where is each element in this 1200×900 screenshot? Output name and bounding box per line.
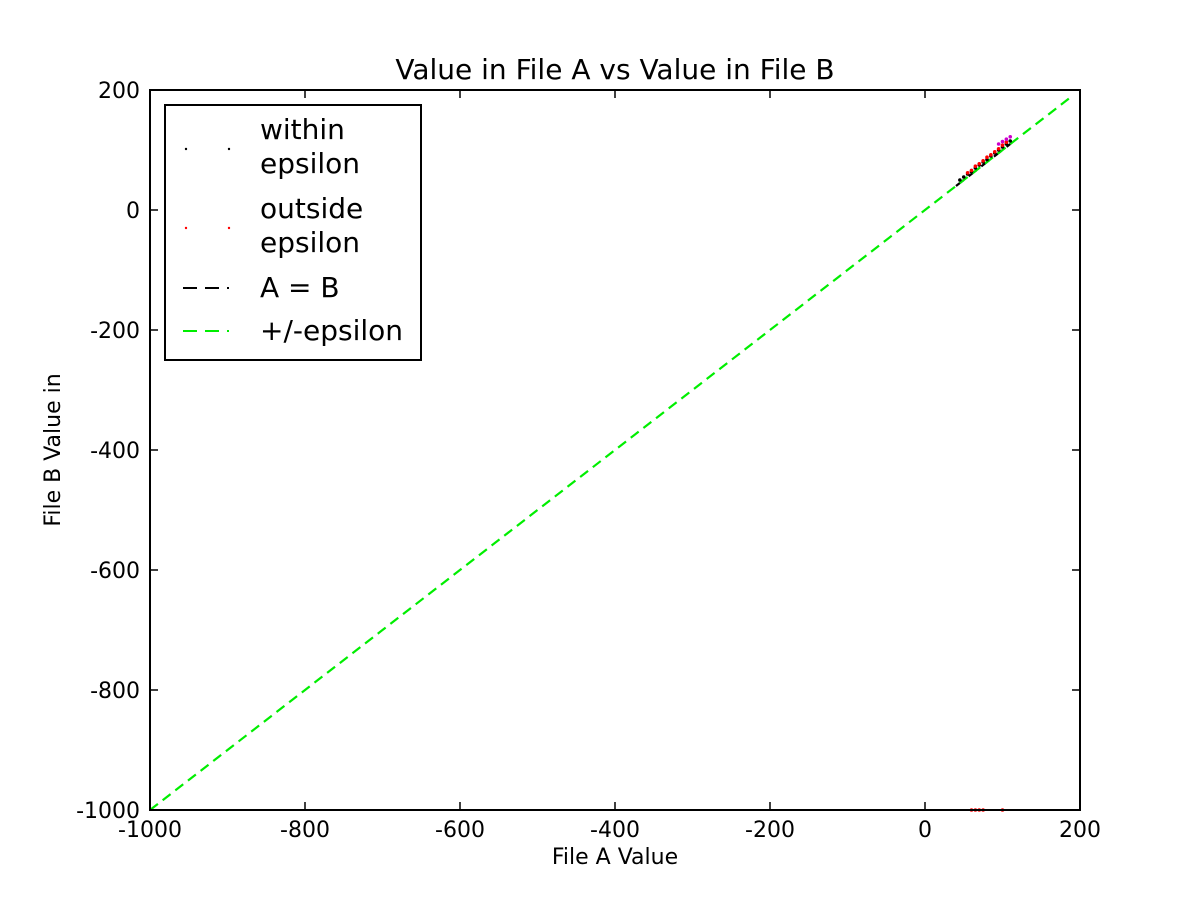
data-point-within-13 xyxy=(1008,139,1013,143)
y-axis-label: File B Value in xyxy=(41,373,66,526)
legend-label-outside-line1: outside xyxy=(260,192,363,225)
legend-marker-within-2 xyxy=(227,147,231,151)
x-tick-label-5: 0 xyxy=(918,818,932,843)
y-tick-label-4: -200 xyxy=(90,319,140,344)
x-axis-label: File A Value xyxy=(552,845,678,870)
legend-marker-within-1 xyxy=(184,147,188,151)
data-point-outside-9 xyxy=(1000,143,1005,147)
legend-label-identity: A = B xyxy=(260,271,340,304)
x-tick-label-6: 200 xyxy=(1059,818,1101,843)
data-point-magenta-0 xyxy=(996,142,1001,146)
data-point-outside-8 xyxy=(996,147,1001,151)
legend-box xyxy=(164,104,422,361)
x-tick-label-1: -800 xyxy=(280,818,330,843)
data-point-magenta-3 xyxy=(1008,135,1013,139)
data-point-outside-6 xyxy=(989,153,993,157)
y-tick-label-2: -600 xyxy=(90,559,140,584)
y-tick-label-3: -400 xyxy=(90,439,140,464)
legend-label-within-line2: epsilon xyxy=(260,147,360,180)
data-point-outside-10 xyxy=(1004,140,1009,144)
data-point-outside-1 xyxy=(969,168,974,173)
y-tick-label-6: 200 xyxy=(98,79,140,104)
chart-title: Value in File A vs Value in File B xyxy=(395,53,834,86)
data-point-outside-0 xyxy=(965,171,970,175)
data-point-magenta-2 xyxy=(1004,137,1009,141)
x-tick-label-0: -1000 xyxy=(118,818,182,843)
legend: within epsilon outside epsilon A = B +/-… xyxy=(164,104,422,361)
data-point-magenta-1 xyxy=(1000,139,1005,144)
data-point-within-1 xyxy=(961,175,966,179)
axis-ticks: -1000 -800 -600 -400 -200 0 200 -1000 -800 -600 -4… xyxy=(76,79,1101,843)
x-tick-label-2: -600 xyxy=(435,818,485,843)
legend-label-outside-line2: epsilon xyxy=(260,226,360,259)
legend-marker-outside-2 xyxy=(227,226,231,230)
series-line-epsilon-0 xyxy=(149,95,1073,811)
data-point-outside-3 xyxy=(977,162,982,166)
y-tick-label-1: -800 xyxy=(90,679,140,704)
y-tick-label-5: 0 xyxy=(126,199,140,224)
legend-label-epsilon: +/-epsilon xyxy=(260,314,403,347)
y-tick-label-0: -1000 xyxy=(76,799,140,824)
x-tick-label-3: -400 xyxy=(590,818,640,843)
data-point-within-0 xyxy=(958,178,962,182)
data-point-outside-7 xyxy=(992,150,997,154)
data-point-outside-5 xyxy=(985,155,989,159)
legend-label-within-line1: within xyxy=(260,113,345,146)
legend-marker-outside-1 xyxy=(184,226,188,230)
x-tick-label-4: -200 xyxy=(745,818,795,843)
data-point-outside-2 xyxy=(973,164,978,168)
data-point-outside-4 xyxy=(981,159,985,163)
plot-area xyxy=(149,95,1073,812)
